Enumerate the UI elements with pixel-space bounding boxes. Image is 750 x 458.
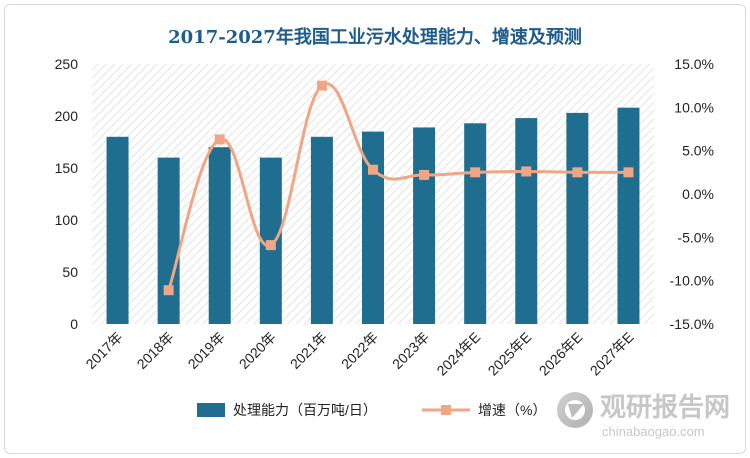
growth-point [419, 169, 430, 180]
x-tick-label: 2026年E [536, 329, 586, 379]
capacity-bar [413, 127, 436, 324]
x-axis: 2017年 2018年 2019年 2020年 2021年 2022年 2023年 2024年… [82, 329, 636, 379]
legend-label-capacity: 处理能力（百万吨/日） [233, 402, 377, 418]
capacity-bar [515, 118, 538, 324]
capacity-bar [310, 136, 333, 324]
capacity-bar [157, 157, 180, 324]
growth-point [163, 285, 174, 296]
growth-point [572, 167, 583, 178]
x-tick-label: 2020年 [236, 329, 279, 372]
capacity-bar [617, 107, 640, 325]
watermark-cn: 观研报告网 [600, 392, 730, 423]
y-right-tick-label: -15.0% [670, 316, 714, 332]
y-left-tick-label: 50 [62, 264, 78, 280]
y-right-tick-label: -5.0% [677, 229, 714, 245]
x-tick-label: 2024年E [433, 329, 483, 379]
growth-point [521, 166, 532, 177]
y-right-tick-label: 0.0% [682, 186, 714, 202]
x-tick-label: 2027年E [587, 329, 637, 379]
legend: 处理能力（百万吨/日） 增速（%） [197, 402, 546, 418]
legend-swatch-capacity [197, 403, 225, 417]
capacity-bar [106, 136, 129, 324]
y-right-tick-label: 10.0% [674, 99, 714, 115]
x-tick-label: 2019年 [185, 329, 228, 372]
y-right-tick-label: -10.0% [670, 273, 714, 289]
y-left-tick-label: 0 [70, 316, 78, 332]
chart-title: 2017-2027年我国工业污水处理能力、增速及预测 [168, 26, 582, 48]
y-axis-right: -15.0% -10.0% -5.0% 0.0% 5.0% 10.0% 15.0% [670, 56, 714, 332]
x-tick-label: 2025年E [485, 329, 535, 379]
growth-point [623, 167, 634, 178]
y-right-tick-label: 5.0% [682, 143, 714, 159]
x-tick-label: 2018年 [134, 329, 177, 372]
growth-point [265, 240, 276, 251]
capacity-bar [362, 131, 384, 324]
legend-marker-growth [441, 405, 451, 415]
y-left-tick-label: 100 [55, 212, 79, 228]
y-right-tick-label: 15.0% [674, 56, 714, 72]
capacity-bar [566, 112, 589, 324]
y-left-tick-label: 250 [55, 56, 79, 72]
growth-point [368, 164, 378, 175]
x-tick-label: 2023年 [389, 329, 432, 372]
capacity-bar [208, 147, 231, 324]
x-tick-label: 2017年 [82, 329, 125, 372]
legend-label-growth: 增速（%） [478, 402, 546, 418]
y-left-tick-label: 200 [55, 108, 79, 124]
watermark-logo-icon [557, 392, 593, 428]
y-axis-left: 0 50 100 150 200 250 [55, 56, 79, 332]
x-tick-label: 2022年 [338, 329, 381, 372]
x-tick-label: 2021年 [287, 329, 330, 372]
growth-point [470, 167, 481, 178]
growth-point [214, 134, 225, 145]
watermark-en: chinabaogao.com [602, 424, 705, 439]
watermark: 观研报告网 chinabaogao.com [557, 392, 730, 439]
growth-line-series [163, 80, 634, 296]
growth-point [316, 80, 327, 91]
capacity-bar [464, 123, 487, 324]
y-left-tick-label: 150 [55, 160, 79, 176]
